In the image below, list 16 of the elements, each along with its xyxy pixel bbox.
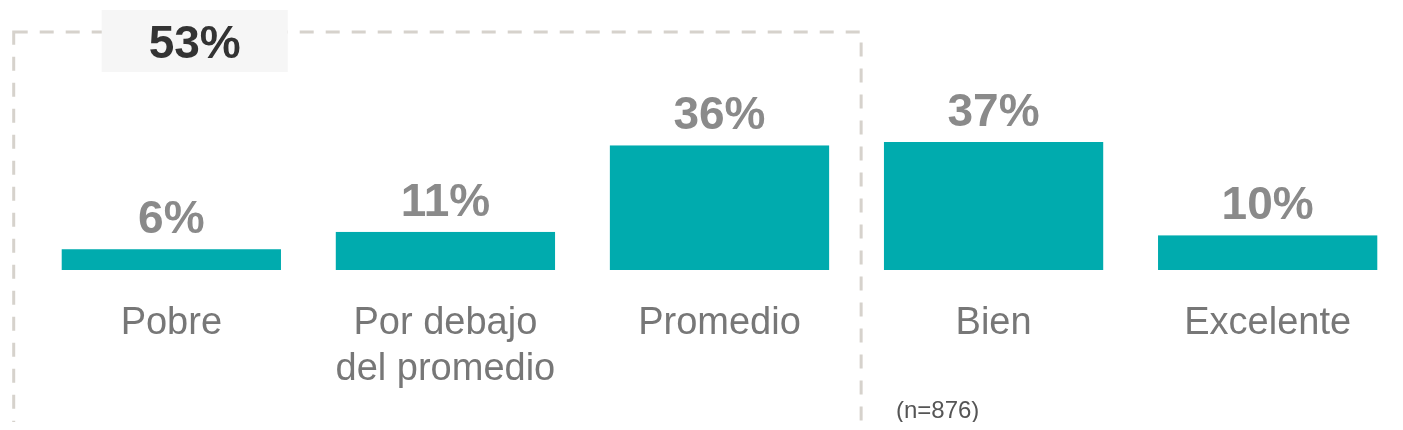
x-tick-label: Por debajo del promedio — [335, 300, 556, 388]
data-label: 11% — [400, 173, 491, 226]
bar — [1158, 235, 1378, 270]
text: 53% — [148, 16, 241, 68]
x-tick-label: Promedio — [638, 300, 801, 342]
x-tick-label: Excelente — [1184, 300, 1352, 342]
bar — [609, 145, 830, 270]
bar — [61, 249, 281, 270]
bar — [335, 231, 556, 270]
data-label: 10% — [1221, 177, 1314, 230]
data-label: 37% — [947, 84, 1040, 136]
x-tick-label: Pobre — [120, 300, 223, 342]
bar — [883, 142, 1104, 270]
x-tick-label: Bien — [955, 300, 1032, 342]
data-label: 36% — [673, 87, 766, 140]
data-label: 6% — [138, 191, 205, 244]
